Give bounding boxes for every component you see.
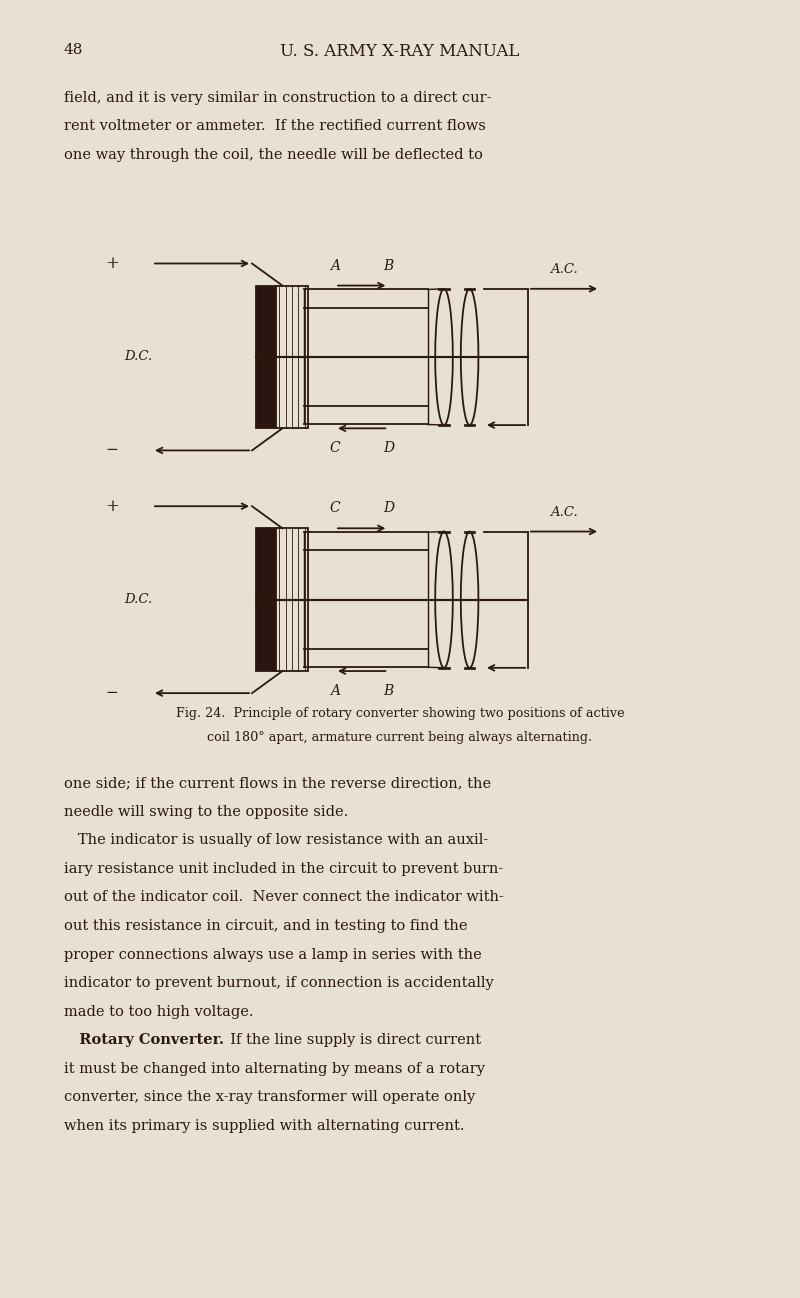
Text: B: B [383, 258, 394, 273]
Text: D: D [382, 501, 394, 515]
Polygon shape [276, 528, 308, 671]
Text: A.C.: A.C. [550, 262, 578, 276]
Text: indicator to prevent burnout, if connection is accidentally: indicator to prevent burnout, if connect… [64, 976, 494, 990]
Text: it must be changed into alternating by means of a rotary: it must be changed into alternating by m… [64, 1062, 485, 1076]
Text: B: B [383, 684, 394, 698]
Text: D.C.: D.C. [124, 350, 152, 363]
Text: proper connections always use a lamp in series with the: proper connections always use a lamp in … [64, 948, 482, 962]
Text: C: C [330, 441, 340, 456]
Text: made to too high voltage.: made to too high voltage. [64, 1005, 254, 1019]
Text: A: A [330, 258, 340, 273]
Text: one way through the coil, the needle will be deflected to: one way through the coil, the needle wil… [64, 148, 483, 162]
Polygon shape [256, 528, 276, 671]
Text: If the line supply is direct current: If the line supply is direct current [221, 1033, 481, 1047]
Text: one side; if the current flows in the reverse direction, the: one side; if the current flows in the re… [64, 776, 491, 790]
Text: field, and it is very similar in construction to a direct cur-: field, and it is very similar in constru… [64, 91, 491, 105]
Text: out of the indicator coil.  Never connect the indicator with-: out of the indicator coil. Never connect… [64, 890, 504, 905]
Text: A: A [330, 684, 340, 698]
Text: +: + [105, 497, 119, 515]
Text: rent voltmeter or ammeter.  If the rectified current flows: rent voltmeter or ammeter. If the rectif… [64, 119, 486, 134]
Text: out this resistance in circuit, and in testing to find the: out this resistance in circuit, and in t… [64, 919, 467, 933]
Text: The indicator is usually of low resistance with an auxil-: The indicator is usually of low resistan… [64, 833, 488, 848]
Text: A.C.: A.C. [550, 505, 578, 518]
Text: converter, since the x-ray transformer will operate only: converter, since the x-ray transformer w… [64, 1090, 475, 1105]
Text: iary resistance unit included in the circuit to prevent burn-: iary resistance unit included in the cir… [64, 862, 503, 876]
Text: U. S. ARMY X-RAY MANUAL: U. S. ARMY X-RAY MANUAL [280, 43, 520, 60]
Text: Rotary Converter.: Rotary Converter. [64, 1033, 224, 1047]
Text: D: D [382, 441, 394, 456]
Text: coil 180° apart, armature current being always alternating.: coil 180° apart, armature current being … [207, 731, 593, 744]
Polygon shape [276, 286, 308, 428]
Text: when its primary is supplied with alternating current.: when its primary is supplied with altern… [64, 1119, 465, 1133]
Polygon shape [256, 286, 276, 428]
Text: −: − [106, 687, 118, 700]
Text: −: − [106, 444, 118, 457]
Text: needle will swing to the opposite side.: needle will swing to the opposite side. [64, 805, 348, 819]
Text: C: C [330, 501, 340, 515]
Text: Fig. 24.  Principle of rotary converter showing two positions of active: Fig. 24. Principle of rotary converter s… [176, 707, 624, 720]
Text: 48: 48 [64, 43, 83, 57]
Text: D.C.: D.C. [124, 593, 152, 606]
Text: +: + [105, 254, 119, 273]
